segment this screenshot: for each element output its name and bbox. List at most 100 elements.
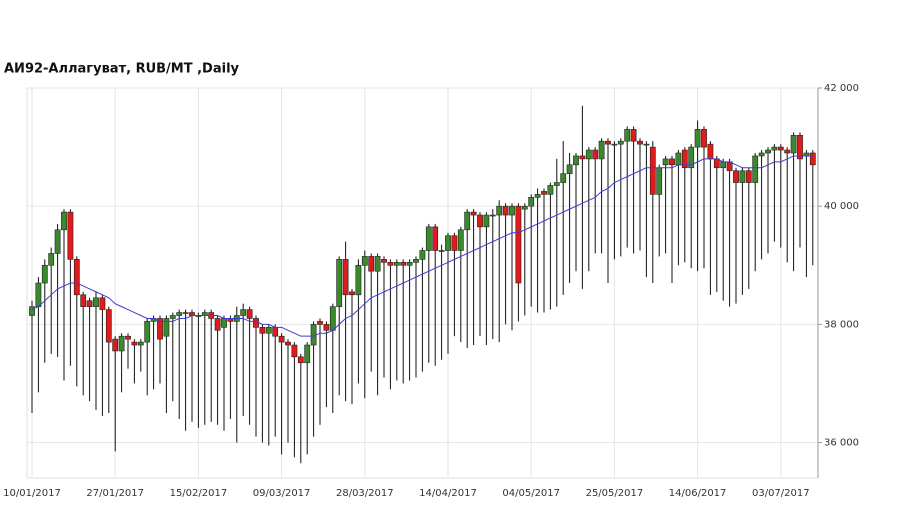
y-tick-label: 42 000 xyxy=(824,83,859,94)
x-tick-label: 25/05/2017 xyxy=(586,488,644,499)
candle-body xyxy=(637,140,643,145)
y-tick-label: 40 000 xyxy=(824,201,859,212)
candle-body xyxy=(496,205,503,216)
candle-body xyxy=(368,256,375,272)
candle-body xyxy=(701,129,707,148)
candle-body xyxy=(547,185,554,195)
candle-body xyxy=(669,158,675,166)
chart-title: АИ92-Аллагуват, RUB/MT ,Daily xyxy=(4,62,240,77)
candle-body xyxy=(630,129,637,142)
candle-body xyxy=(48,253,55,266)
candle-body xyxy=(176,312,183,316)
candle-body xyxy=(61,211,67,231)
candle-body xyxy=(374,256,381,272)
candle-body xyxy=(560,173,567,183)
candle-body xyxy=(80,294,87,307)
candle-body xyxy=(617,140,624,145)
candle-body xyxy=(521,205,528,210)
candle-body xyxy=(54,229,61,254)
candle-body xyxy=(214,318,221,331)
candle-body xyxy=(649,146,656,195)
candle-body xyxy=(745,170,752,183)
candle-body xyxy=(790,134,797,154)
candle-body xyxy=(483,214,490,228)
candle-body xyxy=(720,161,727,169)
candle-body xyxy=(86,300,93,307)
candle-body xyxy=(413,259,419,263)
candle-body xyxy=(688,146,695,169)
candle-body xyxy=(297,356,304,364)
candle-body xyxy=(291,344,298,358)
candle-body xyxy=(144,321,151,343)
candle-body xyxy=(278,335,285,343)
candle-body xyxy=(528,197,535,207)
candle-body xyxy=(592,149,599,160)
moving-average-line xyxy=(31,155,813,337)
candle-body xyxy=(573,155,579,166)
candle-body xyxy=(329,306,336,331)
candle-body xyxy=(419,250,426,260)
candle-body xyxy=(809,152,816,166)
candle-body xyxy=(99,297,106,310)
candle-body xyxy=(169,315,176,319)
candle-body xyxy=(406,262,413,266)
candle-body xyxy=(758,152,765,157)
candle-body xyxy=(707,143,714,160)
candle-body xyxy=(125,335,131,340)
candle-body xyxy=(553,182,560,186)
candle-body xyxy=(323,324,330,331)
candle-body xyxy=(694,129,701,148)
candle-body xyxy=(534,194,541,198)
x-tick-label: 14/06/2017 xyxy=(669,488,727,499)
candle-body xyxy=(131,341,138,346)
candle-body xyxy=(541,191,547,195)
candle-body xyxy=(240,309,247,316)
candle-body xyxy=(771,146,778,151)
candle-body xyxy=(342,259,349,296)
candle-body xyxy=(246,309,253,319)
candle-body xyxy=(400,262,407,266)
candle-body xyxy=(656,167,663,195)
candle-body xyxy=(112,338,119,352)
candle-body xyxy=(361,256,368,266)
candle-body xyxy=(611,143,618,146)
candle-body xyxy=(137,341,144,346)
candle-body xyxy=(387,262,394,266)
candle-body xyxy=(253,318,259,328)
candle-body xyxy=(464,211,471,231)
candle-body xyxy=(470,211,477,216)
y-tick-label: 36 000 xyxy=(824,438,859,449)
candle-body xyxy=(765,149,771,154)
x-tick-label: 03/07/2017 xyxy=(752,488,810,499)
candle-body xyxy=(515,205,522,284)
x-tick-label: 28/03/2017 xyxy=(336,488,394,499)
candle-body xyxy=(163,318,170,337)
candle-body xyxy=(675,152,682,166)
candle-body xyxy=(624,129,631,142)
candle-body xyxy=(336,259,343,307)
candle-body xyxy=(425,226,432,251)
candle-body xyxy=(784,149,791,154)
candle-body xyxy=(349,291,355,296)
candle-body xyxy=(41,264,48,284)
candle-body xyxy=(265,327,272,334)
candle-body xyxy=(605,140,611,145)
candle-body xyxy=(457,229,464,251)
x-tick-label: 10/01/2017 xyxy=(3,488,61,499)
candle-body xyxy=(259,327,266,334)
candle-body xyxy=(445,235,451,251)
candle-body xyxy=(35,282,42,307)
candle-body xyxy=(310,324,317,346)
candle-body xyxy=(432,226,439,251)
x-tick-label: 27/01/2017 xyxy=(86,488,144,499)
candle-body xyxy=(509,205,515,216)
candle-body xyxy=(585,149,592,160)
candle-body xyxy=(73,259,80,296)
candle-body xyxy=(477,214,483,228)
candle-body xyxy=(579,155,586,160)
candle-body xyxy=(662,158,669,166)
candle-body xyxy=(67,211,74,260)
candle-body xyxy=(451,235,458,251)
candle-body xyxy=(566,164,573,174)
candle-body xyxy=(438,250,445,252)
